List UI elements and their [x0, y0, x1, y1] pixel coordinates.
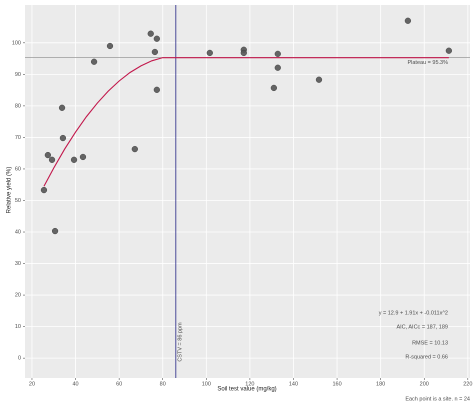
x-tick-label: 180 — [376, 381, 385, 387]
fit-annotation: y = 12.9 + 1.91x + -0.011x^2 — [379, 310, 448, 316]
x-tick-label: 160 — [332, 381, 341, 387]
data-point — [151, 48, 158, 56]
y-tick-label: 0 — [18, 356, 21, 362]
y-tick-label: 80 — [15, 103, 21, 109]
fit-annotation: AIC, AICc = 187, 189 — [396, 324, 448, 330]
data-point — [315, 76, 323, 83]
data-point — [404, 17, 411, 24]
data-point — [445, 47, 452, 54]
data-point — [90, 58, 98, 65]
y-tick-label: 40 — [15, 229, 21, 235]
data-point — [147, 30, 154, 37]
x-tick-label: 60 — [116, 381, 122, 387]
fit-annotation: RMSE = 10.13 — [412, 340, 448, 346]
data-point — [44, 151, 51, 159]
data-point — [58, 104, 66, 111]
x-tick-label: 220 — [463, 381, 472, 387]
fit-annotation: R-squared = 0.66 — [405, 354, 448, 360]
y-tick-label: 10 — [15, 324, 21, 330]
y-tick-label: 30 — [15, 261, 21, 267]
y-axis-label: Relative yield (%) — [7, 167, 13, 214]
plot-panel — [25, 5, 470, 378]
x-tick-label: 200 — [420, 381, 429, 387]
x-tick-label: 20 — [29, 381, 35, 387]
data-point — [79, 153, 87, 161]
x-tick-label: 140 — [289, 381, 298, 387]
data-point — [106, 42, 114, 50]
y-tick-label: 90 — [15, 72, 21, 78]
data-point — [270, 84, 277, 92]
y-tick-label: 20 — [15, 293, 21, 299]
y-tick-label: 70 — [15, 135, 21, 141]
data-point — [70, 156, 78, 163]
fit-curve — [43, 57, 449, 187]
data-point — [206, 49, 213, 57]
data-point — [153, 35, 160, 42]
x-tick-label: 100 — [202, 381, 211, 387]
data-point — [48, 156, 56, 163]
data-point — [274, 50, 281, 57]
data-point — [240, 49, 247, 57]
y-tick-label: 100 — [12, 40, 21, 46]
data-point — [131, 145, 138, 153]
caption: Each point is a site. n = 24 — [405, 396, 470, 402]
data-point — [153, 86, 160, 93]
x-tick-label: 120 — [245, 381, 254, 387]
cstv-label: CSTV = 86 ppm — [177, 322, 183, 362]
y-tick-label: 50 — [15, 198, 21, 204]
y-tick-label: 60 — [15, 166, 21, 172]
plateau-label: Plateau = 95.3% — [407, 60, 448, 66]
x-tick-label: 40 — [72, 381, 78, 387]
x-axis-label: Soil test value (mg/kg) — [217, 387, 276, 393]
x-tick-label: 80 — [160, 381, 166, 387]
data-point — [59, 134, 67, 142]
data-point — [51, 227, 59, 235]
data-point — [40, 186, 48, 194]
data-point — [274, 64, 281, 71]
